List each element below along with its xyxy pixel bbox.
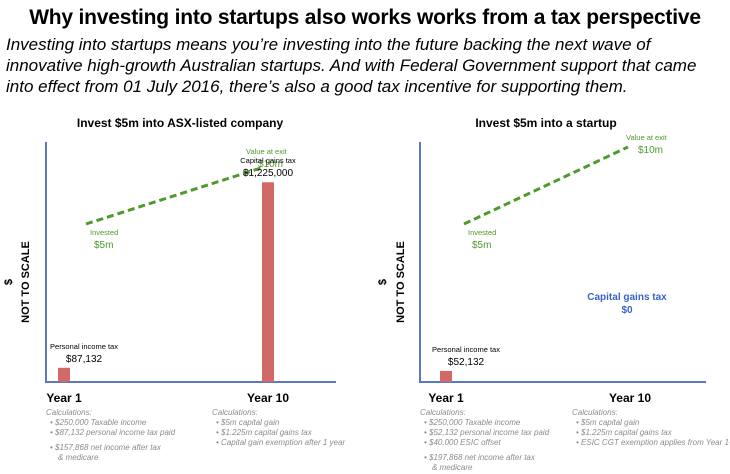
- invested-value: $5m: [94, 240, 113, 251]
- calculation-item: $40,000 ESIC offset: [420, 438, 549, 448]
- calculations-heading: Calculations:: [212, 408, 258, 417]
- calculations-year-10: Calculations:$5m capital gain$1.225m cap…: [212, 408, 345, 448]
- bar-value-label: $87,132: [66, 354, 103, 365]
- y-axis-label-not-to-scale: NOT TO SCALE: [20, 241, 32, 323]
- x-tick-label: Year 1: [428, 391, 464, 405]
- y-axis-label: $: [377, 279, 389, 285]
- calculations-heading: Calculations:: [420, 408, 466, 417]
- calculation-item: $250,000 Taxable income: [46, 418, 175, 428]
- calculation-item: $5m capital gain: [572, 418, 730, 428]
- value-at-exit-value: $10m: [258, 159, 283, 170]
- calculation-item: Capital gain exemption after 1 year: [212, 438, 345, 448]
- bar: [262, 182, 274, 382]
- calculations-year-10: Calculations:$5m capital gain$1.225m cap…: [572, 408, 730, 448]
- bar-series-label: Capital gains tax: [240, 156, 296, 165]
- calculation-item: $197,868 net income after tax: [420, 453, 549, 463]
- intro-paragraph: Investing into startups means you’re inv…: [6, 34, 728, 97]
- x-tick-label: Year 1: [46, 391, 82, 405]
- chart-asx-listed: Invest $5m into ASX-listed company $ NOT T…: [0, 110, 350, 474]
- chart-asx-listed-svg: Invest $5m into ASX-listed company $ NOT T…: [3, 116, 336, 405]
- intro-line: into effect from 01 July 2016, there’s a…: [6, 77, 628, 96]
- calculations-year-1: Calculations:$250,000 Taxable income$52,…: [420, 408, 549, 473]
- growth-line: [85, 165, 265, 226]
- y-axis-label: $: [3, 279, 15, 285]
- calculation-item: $87,132 personal income tax paid: [46, 428, 175, 438]
- bar: [58, 367, 70, 382]
- chart-title: Invest $5m into a startup: [475, 116, 616, 130]
- calculations-heading: Calculations:: [46, 408, 92, 417]
- bar-series-label: Personal income tax: [50, 342, 118, 351]
- calculation-item-continued: & medicare: [432, 463, 473, 472]
- chart-startup-svg: Invest $5m into a startup $ NOT TO SCALE Ye…: [377, 116, 706, 405]
- chart-title: Invest $5m into ASX-listed company: [77, 116, 284, 130]
- bar-value-label: $52,132: [448, 357, 485, 368]
- invested-value: $5m: [472, 240, 491, 251]
- calculation-item: $1.225m capital gains tax: [572, 428, 730, 438]
- x-tick-label: Year 10: [247, 391, 289, 405]
- calculations-year-1: Calculations:$250,000 Taxable income$87,…: [46, 408, 175, 463]
- calculation-item: ESIC CGT exemption applies from Year 1-1…: [572, 438, 730, 448]
- x-tick-label: Year 10: [609, 391, 651, 405]
- y-axis-label-not-to-scale: NOT TO SCALE: [395, 241, 407, 323]
- invested-label: Invested: [90, 228, 118, 237]
- chart-startup: Invest $5m into a startup $ NOT TO SCALE Ye…: [377, 110, 730, 474]
- growth-line: [463, 145, 629, 226]
- calculations-heading: Calculations:: [572, 408, 618, 417]
- calculation-item-continued: & medicare: [58, 453, 99, 462]
- bar-series-label: Capital gains tax: [587, 292, 667, 303]
- value-at-exit-label: Value at exit: [626, 133, 668, 142]
- calculation-item: $5m capital gain: [212, 418, 345, 428]
- intro-line: innovative high-growth Australian startu…: [6, 56, 697, 75]
- calculation-item: $52,132 personal income tax paid: [420, 428, 549, 438]
- value-at-exit-value: $10m: [638, 145, 663, 156]
- bar-value-label: $1,225,000: [243, 168, 293, 179]
- intro-line: Investing into startups means you’re inv…: [6, 35, 651, 54]
- calculation-item: $157,868 net income after tax: [46, 443, 175, 453]
- bar-series-label: Personal income tax: [432, 345, 500, 354]
- calculation-item: $250,000 Taxable income: [420, 418, 549, 428]
- invested-label: Invested: [468, 228, 496, 237]
- page-title: Why investing into startups also works w…: [29, 6, 701, 29]
- value-at-exit-label: Value at exit: [246, 147, 288, 156]
- bar-value-label: $0: [621, 305, 633, 316]
- calculation-item: $1.225m capital gains tax: [212, 428, 345, 438]
- bar: [440, 370, 452, 382]
